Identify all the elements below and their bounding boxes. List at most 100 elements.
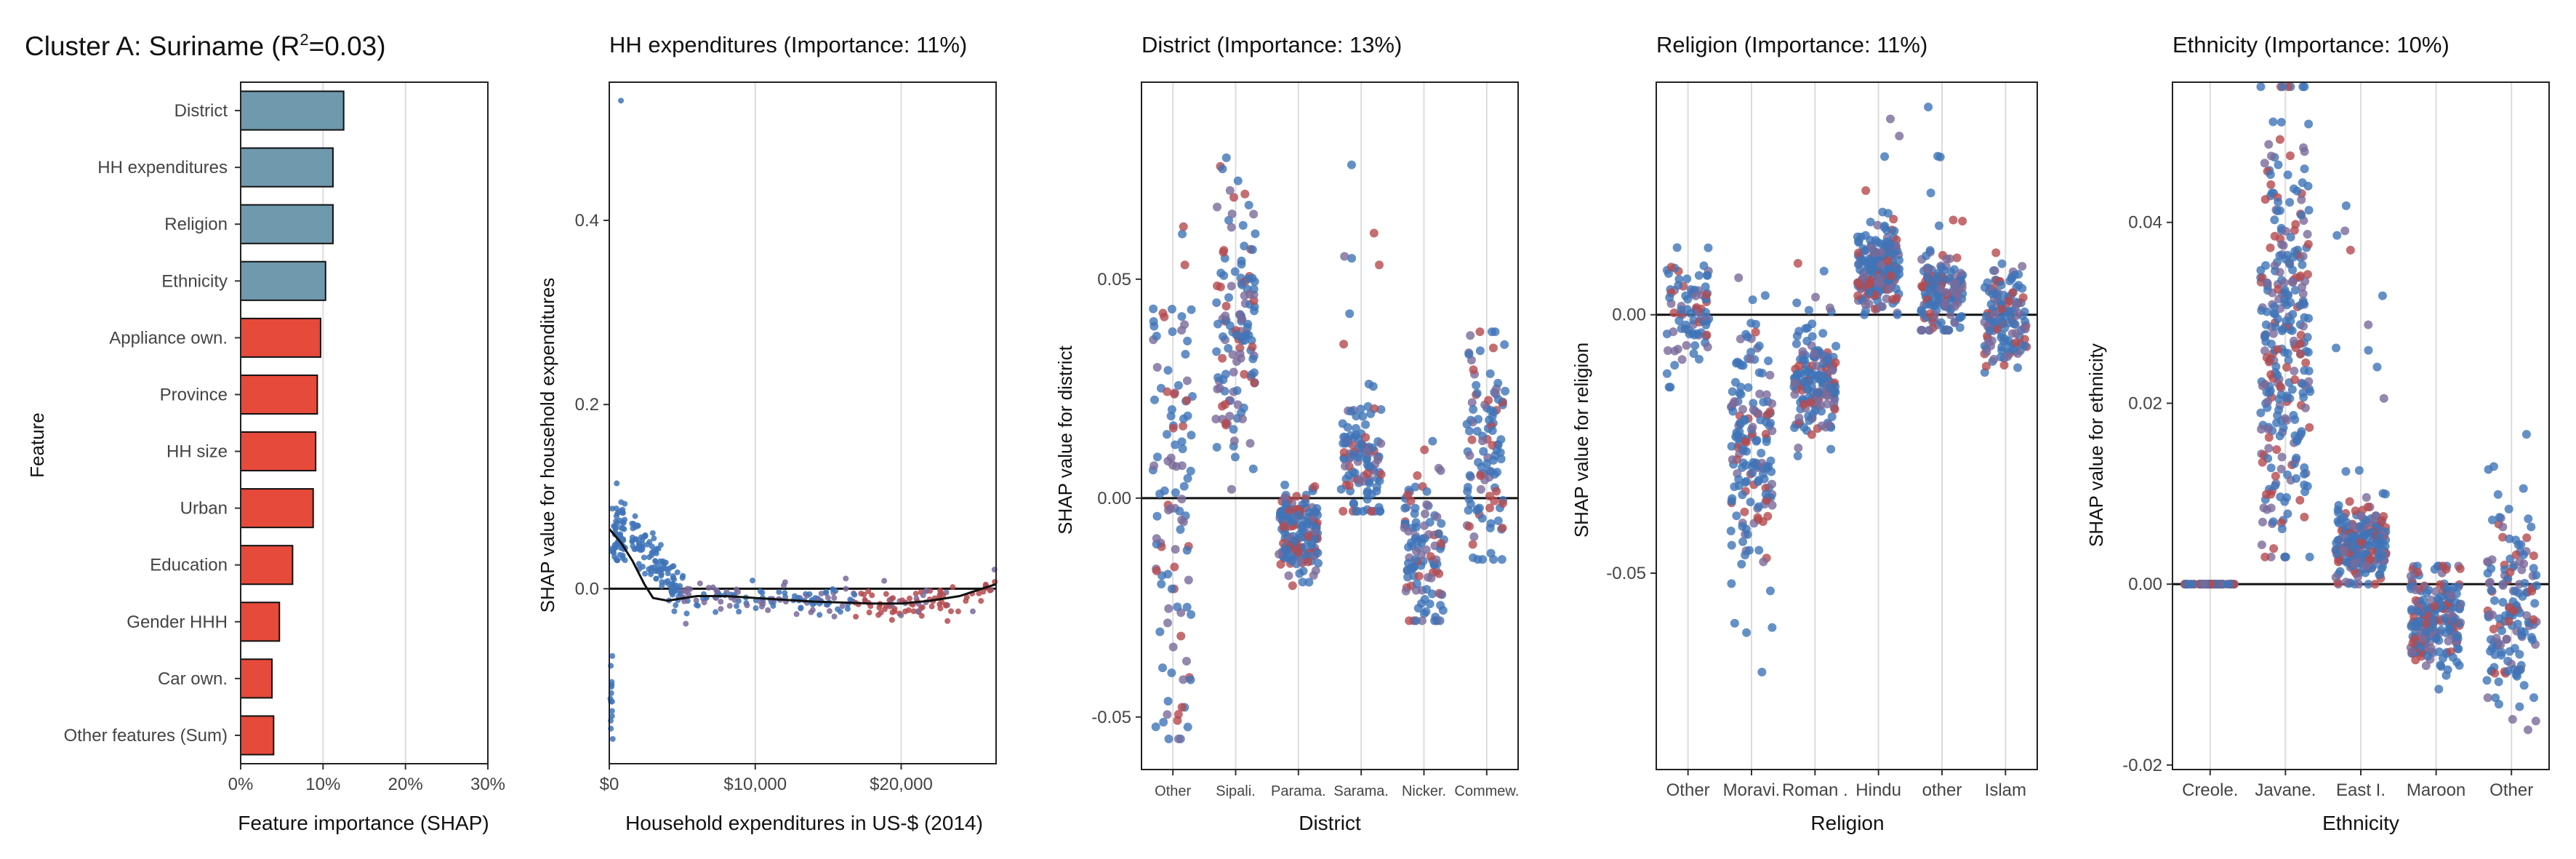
data-point: [2292, 186, 2302, 196]
data-point: [2303, 270, 2312, 279]
data-point: [1726, 527, 1736, 536]
y-tick-label: Ethnicity: [161, 271, 228, 291]
data-point: [2004, 336, 2013, 345]
data-point: [2303, 482, 2312, 491]
data-point: [1804, 305, 1813, 315]
data-point: [1149, 304, 1158, 313]
data-point: [671, 608, 678, 615]
data-point: [1417, 616, 1427, 626]
data-point: [2182, 580, 2191, 589]
data-point: [1173, 734, 1183, 743]
data-point: [614, 557, 620, 564]
data-point: [2346, 245, 2355, 255]
x-axis-label: District: [1299, 812, 1361, 834]
data-point: [2274, 160, 2283, 169]
data-point: [1831, 341, 1841, 351]
data-point: [1812, 361, 1821, 371]
data-point: [890, 595, 896, 602]
data-point: [2257, 305, 2266, 315]
data-point: [693, 602, 699, 608]
data-point: [1866, 217, 1875, 227]
data-point: [1245, 289, 1254, 299]
x-tick-label: 0%: [228, 775, 254, 794]
data-point: [1310, 535, 1320, 544]
data-point: [2267, 151, 2276, 161]
data-point: [1830, 404, 1839, 414]
data-point: [653, 575, 659, 582]
data-point: [1674, 281, 1683, 290]
data-point: [1427, 573, 1436, 583]
data-point: [1768, 500, 1777, 510]
data-point: [653, 550, 659, 556]
data-point: [1350, 468, 1360, 478]
x-tick-label: East I.: [2336, 780, 2386, 800]
data-point: [609, 735, 616, 742]
data-point: [1287, 517, 1296, 527]
data-point: [2508, 606, 2518, 615]
data-point: [1237, 256, 1246, 265]
data-point: [839, 603, 846, 610]
data-point: [2271, 362, 2281, 372]
data-point: [1404, 543, 1413, 552]
data-point: [1279, 522, 1288, 532]
data-point: [1699, 261, 1709, 271]
data-point: [1468, 540, 1477, 549]
data-point: [734, 603, 740, 610]
data-point: [1690, 341, 1700, 351]
data-point: [2426, 644, 2436, 653]
data-point: [2341, 201, 2351, 210]
data-point: [2207, 580, 2216, 589]
data-point: [2270, 302, 2279, 311]
data-point: [1213, 319, 1223, 329]
data-point: [1352, 412, 1361, 421]
data-point: [1670, 361, 1680, 370]
data-point: [1365, 479, 1374, 488]
data-point: [632, 513, 638, 519]
data-point: [2449, 616, 2458, 626]
data-point: [1803, 323, 1813, 332]
data-point: [1734, 359, 1744, 368]
data-point: [1276, 559, 1285, 569]
data-point: [646, 554, 652, 561]
x-axis-label: Household expenditures in US-$ (2014): [625, 812, 983, 834]
data-point: [1883, 209, 1893, 218]
data-point: [681, 598, 688, 604]
data-point: [2487, 564, 2496, 573]
data-point: [2346, 532, 2356, 541]
data-point: [1666, 383, 1675, 392]
data-point: [1469, 553, 1478, 562]
x-tick-label: Moravi.: [1723, 780, 1781, 800]
data-point: [2364, 580, 2373, 589]
data-point: [1421, 545, 1431, 554]
y-tick-label: 0.05: [1097, 270, 1131, 289]
data-point: [1985, 327, 1994, 336]
data-point: [1462, 420, 1472, 429]
data-point: [1225, 185, 1235, 195]
bar: [240, 147, 334, 188]
data-point: [2275, 135, 2284, 144]
data-point: [1173, 710, 1183, 719]
data-point: [2295, 271, 2305, 281]
data-point: [907, 595, 913, 602]
data-point: [1310, 482, 1320, 491]
data-point: [1748, 468, 1757, 478]
data-point: [2300, 313, 2309, 322]
data-point: [1817, 421, 1826, 431]
data-point: [782, 579, 788, 586]
data-point: [1823, 391, 1832, 401]
plot-frame: [1656, 81, 2038, 770]
data-point: [1235, 349, 1245, 359]
data-point: [609, 713, 615, 719]
data-point: [1248, 342, 1257, 351]
data-point: [2276, 464, 2286, 474]
data-point: [1757, 458, 1767, 468]
data-point: [1233, 400, 1243, 409]
data-point: [1419, 609, 1429, 618]
data-point: [1793, 451, 1802, 460]
data-point: [2436, 660, 2445, 670]
bar: [240, 602, 281, 642]
data-point: [619, 519, 626, 525]
data-point: [1355, 476, 1365, 485]
data-point: [2299, 143, 2308, 152]
data-point: [1356, 404, 1365, 414]
